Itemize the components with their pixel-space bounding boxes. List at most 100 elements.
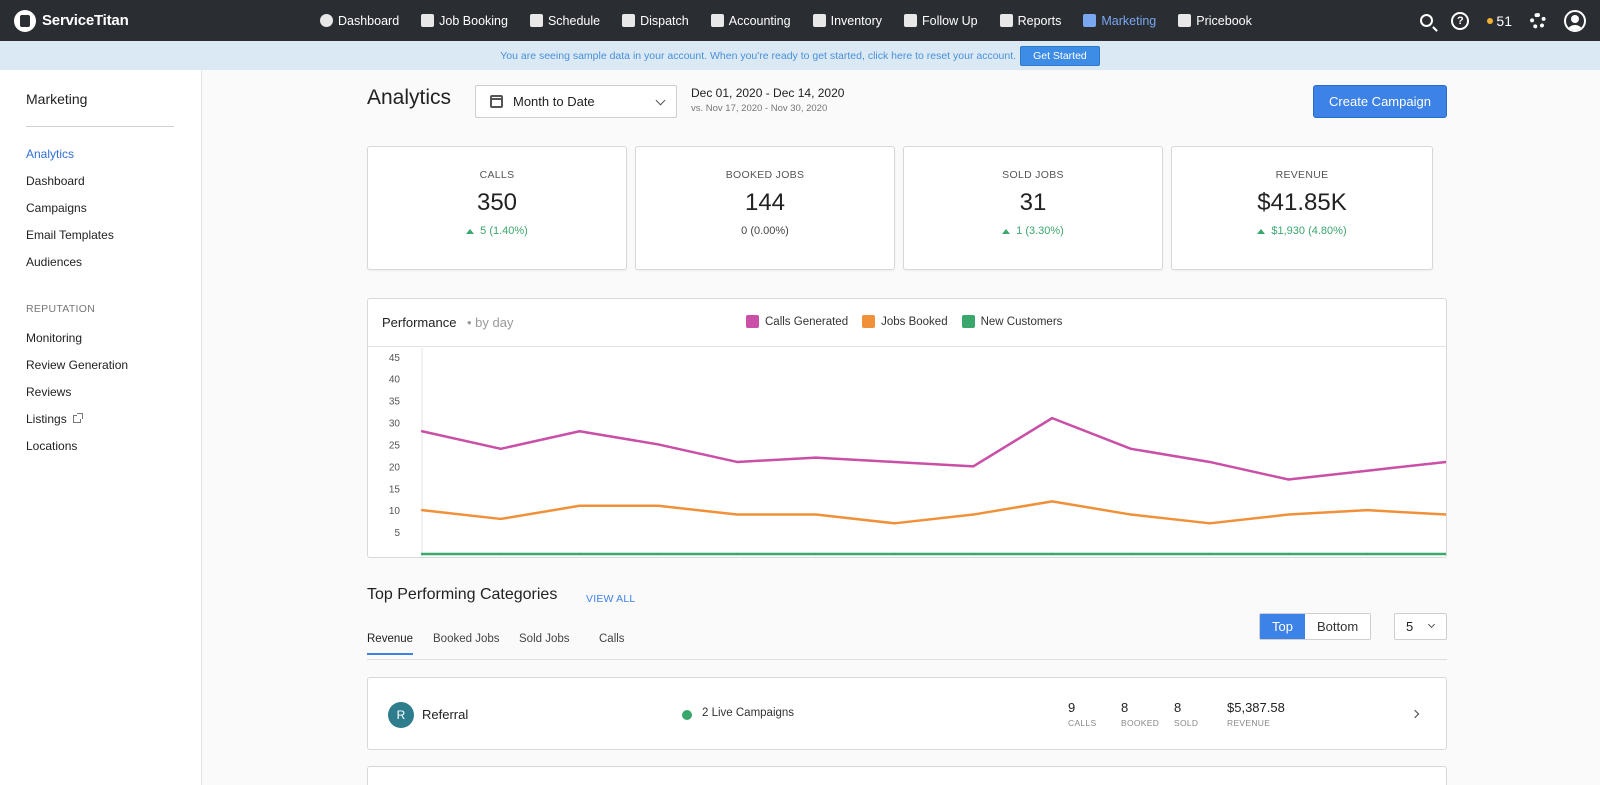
data-point[interactable] [814, 513, 818, 516]
category-row[interactable] [367, 766, 1447, 785]
get-started-button[interactable]: Get Started [1020, 45, 1100, 66]
data-point[interactable] [893, 522, 896, 525]
sidebar-item-campaigns[interactable]: Campaigns [26, 201, 87, 215]
nav-item-reports[interactable]: Reports [999, 13, 1062, 28]
data-point[interactable] [1366, 552, 1369, 556]
sidebar-item-email-templates[interactable]: Email Templates [26, 228, 114, 242]
flag-icon [904, 14, 918, 27]
data-point[interactable] [1444, 460, 1446, 464]
nav-item-inventory[interactable]: Inventory [812, 13, 883, 28]
legend-item-customers[interactable]: New Customers [961, 315, 1062, 328]
chevron-right-icon[interactable] [1410, 709, 1420, 719]
tab-revenue[interactable]: Revenue [367, 633, 414, 655]
data-point[interactable] [1050, 552, 1054, 556]
data-point[interactable] [735, 513, 739, 516]
sidebar-item-analytics[interactable]: Analytics [26, 147, 75, 161]
data-point[interactable] [1129, 513, 1133, 516]
date-range-select[interactable]: Month to Date [475, 85, 677, 118]
data-point[interactable] [972, 552, 975, 556]
toggle-bottom-button[interactable]: Bottom [1304, 614, 1371, 639]
data-point[interactable] [1050, 500, 1054, 503]
data-point[interactable] [420, 508, 424, 512]
data-point[interactable] [657, 443, 660, 446]
data-point[interactable] [735, 460, 739, 464]
data-point[interactable] [1366, 469, 1369, 472]
nav-label: Inventory [830, 13, 883, 28]
data-point[interactable] [578, 504, 581, 507]
data-point[interactable] [657, 552, 660, 556]
search-icon[interactable] [1420, 14, 1434, 27]
data-point[interactable] [499, 517, 502, 521]
sidebar-item-audiences[interactable]: Audiences [26, 255, 83, 269]
sidebar-item-listings[interactable]: Listings [26, 412, 83, 426]
sidebar-item-monitoring[interactable]: Monitoring [26, 331, 83, 345]
nav-item-follow-up[interactable]: Follow Up [904, 14, 978, 28]
nav-item-accounting[interactable]: Accounting [710, 14, 791, 28]
data-point[interactable] [1287, 552, 1290, 556]
data-point[interactable] [972, 513, 975, 516]
data-point[interactable] [578, 430, 581, 433]
view-all-link[interactable]: VIEW ALL [586, 593, 636, 605]
notifications[interactable]: 51 [1487, 13, 1512, 29]
nav-item-job-booking[interactable]: Job Booking [421, 14, 508, 28]
data-point[interactable] [893, 552, 896, 556]
data-point[interactable] [420, 430, 424, 433]
data-point[interactable] [1208, 522, 1211, 525]
data-point[interactable] [1208, 460, 1211, 464]
sidebar-item-review-generation[interactable]: Review Generation [26, 358, 129, 372]
page-title: Analytics [367, 86, 452, 109]
user-avatar-icon[interactable] [1564, 9, 1586, 32]
help-icon[interactable]: ? [1451, 11, 1470, 30]
tab-sold-jobs[interactable]: Sold Jobs [519, 633, 570, 645]
data-point[interactable] [1050, 416, 1054, 420]
data-point[interactable] [814, 552, 818, 556]
nav-item-pricebook[interactable]: Pricebook [1178, 14, 1252, 28]
metric-value: 8 [1121, 700, 1129, 715]
legend-item-jobs[interactable]: Jobs Booked [862, 315, 948, 328]
data-point[interactable] [1444, 513, 1446, 516]
data-point[interactable] [893, 460, 896, 464]
brand-logo[interactable]: ServiceTitan [0, 9, 320, 32]
metric-value: 8 [1174, 700, 1182, 715]
nav-item-dispatch[interactable]: Dispatch [622, 14, 689, 28]
category-name: Referral [422, 707, 469, 722]
data-point[interactable] [1287, 513, 1290, 516]
nav-item-marketing[interactable]: Marketing [1083, 14, 1156, 28]
data-point[interactable] [499, 552, 502, 556]
nav-label: Reports [1017, 13, 1062, 28]
count-select[interactable]: 5 [1394, 613, 1447, 640]
data-point[interactable] [1287, 478, 1290, 481]
data-point[interactable] [1129, 552, 1133, 556]
legend-item-calls[interactable]: Calls Generated [746, 315, 848, 328]
series-line-calls-generated[interactable] [421, 416, 1446, 481]
data-point[interactable] [499, 447, 502, 451]
data-point[interactable] [1129, 447, 1133, 451]
category-row[interactable]: R Referral 2 Live Campaigns 9 CALLS 8 BO… [367, 677, 1447, 750]
data-point[interactable] [972, 465, 975, 468]
sidebar-item-locations[interactable]: Locations [26, 439, 78, 453]
gear-icon[interactable] [1530, 12, 1546, 29]
data-point[interactable] [735, 552, 739, 556]
metric-label: BOOKED [1121, 718, 1160, 728]
sidebar-item-reviews[interactable]: Reviews [26, 385, 72, 399]
data-point[interactable] [1366, 508, 1369, 512]
create-campaign-button[interactable]: Create Campaign [1313, 85, 1447, 118]
chevron-down-icon [655, 95, 666, 106]
tab-booked-jobs[interactable]: Booked Jobs [433, 633, 500, 645]
data-point[interactable] [1208, 552, 1211, 556]
tab-calls[interactable]: Calls [599, 633, 625, 645]
data-point[interactable] [578, 552, 581, 556]
data-point[interactable] [420, 552, 424, 556]
data-point[interactable] [1444, 552, 1446, 556]
toggle-top-button[interactable]: Top [1260, 614, 1305, 639]
sidebar-title: Marketing [26, 91, 88, 107]
nav-item-dashboard[interactable]: Dashboard [320, 14, 399, 28]
sidebar-item-dashboard[interactable]: Dashboard [26, 174, 85, 188]
data-point[interactable] [657, 504, 660, 507]
banner-text: You are seeing sample data in your accou… [500, 49, 1017, 62]
performance-line-chart: 5 10 15 20 25 30 35 40 45 [389, 348, 1446, 557]
sidebar-divider [26, 126, 174, 127]
data-point[interactable] [814, 456, 818, 459]
nav-item-schedule[interactable]: Schedule [529, 14, 600, 28]
series-line-jobs-booked[interactable] [421, 500, 1446, 525]
